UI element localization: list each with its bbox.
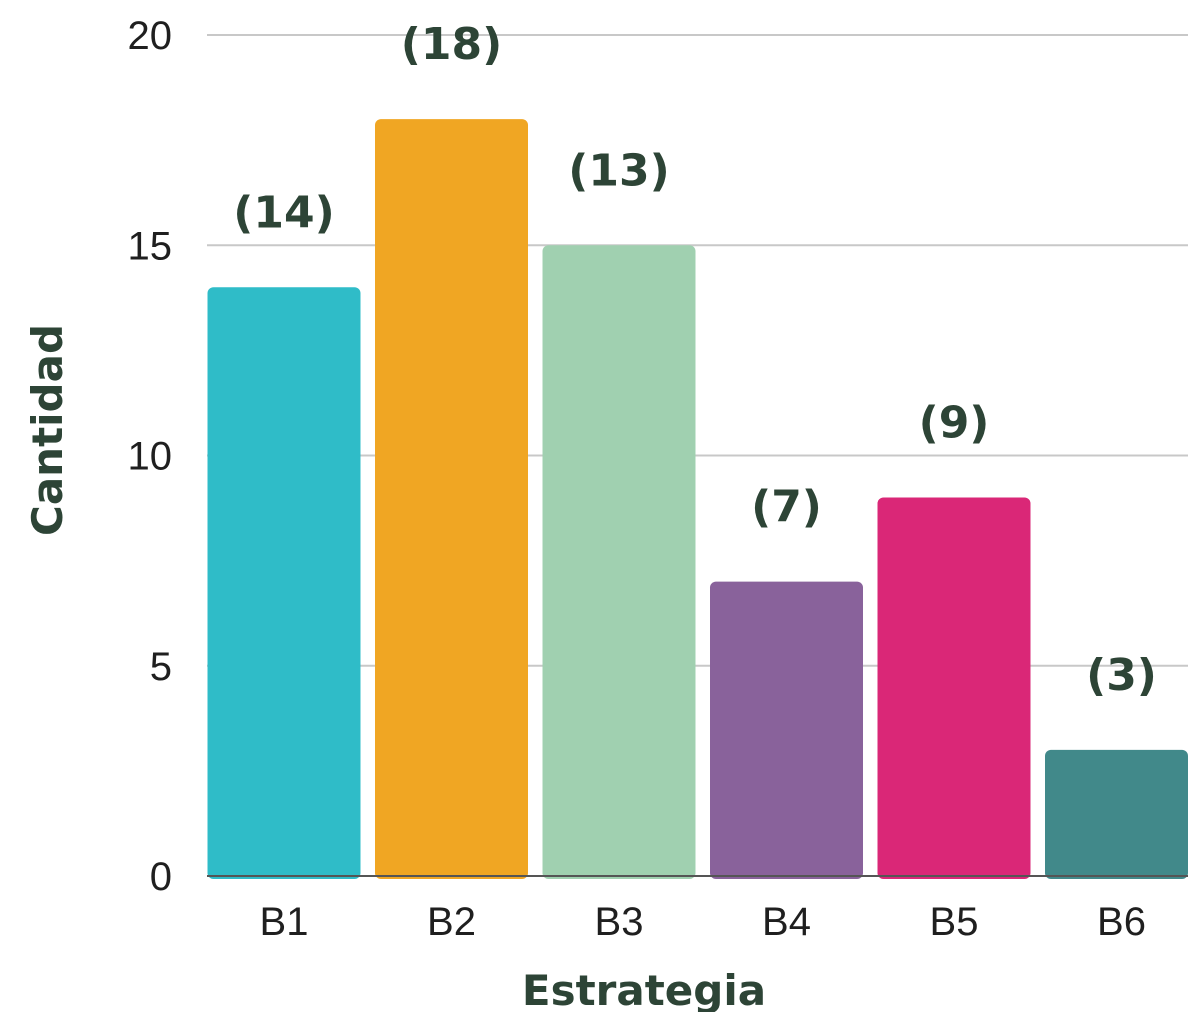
- data-labels: (14) (18) (13) (7) (9) (3): [233, 19, 1157, 701]
- y-axis-title: Cantidad: [23, 324, 72, 536]
- y-tick-label: 5: [150, 645, 172, 689]
- bar-b4: [710, 581, 863, 879]
- bar-b2: [375, 119, 528, 880]
- bar-b3: [542, 245, 696, 879]
- x-tick-label-b1: B1: [260, 900, 309, 944]
- y-tick-label: 0: [150, 855, 172, 899]
- y-tick-label: 20: [128, 14, 173, 58]
- x-tick-label-b2: B2: [427, 900, 476, 944]
- data-label-b4: (7): [751, 482, 822, 533]
- bar-b5: [877, 497, 1031, 879]
- y-axis-ticks: 0 5 10 15 20: [128, 14, 173, 899]
- bar-b6: [1045, 749, 1188, 879]
- y-tick-label: 10: [128, 435, 173, 479]
- x-axis-ticks: B1 B2 B3 B4 B5 B6: [260, 900, 1146, 944]
- x-tick-label-b6: B6: [1097, 900, 1146, 944]
- bars: [207, 119, 1188, 880]
- bar-b1: [207, 287, 361, 879]
- x-tick-label-b5: B5: [930, 900, 979, 944]
- data-label-b3: (13): [568, 145, 669, 196]
- y-tick-label: 15: [128, 224, 173, 268]
- x-axis-title: Estrategia: [522, 966, 766, 1012]
- data-label-b6: (3): [1086, 650, 1157, 701]
- x-tick-label-b4: B4: [762, 900, 811, 944]
- x-tick-label-b3: B3: [595, 900, 644, 944]
- data-label-b2: (18): [401, 19, 502, 70]
- data-label-b5: (9): [919, 398, 990, 449]
- data-label-b1: (14): [233, 187, 334, 238]
